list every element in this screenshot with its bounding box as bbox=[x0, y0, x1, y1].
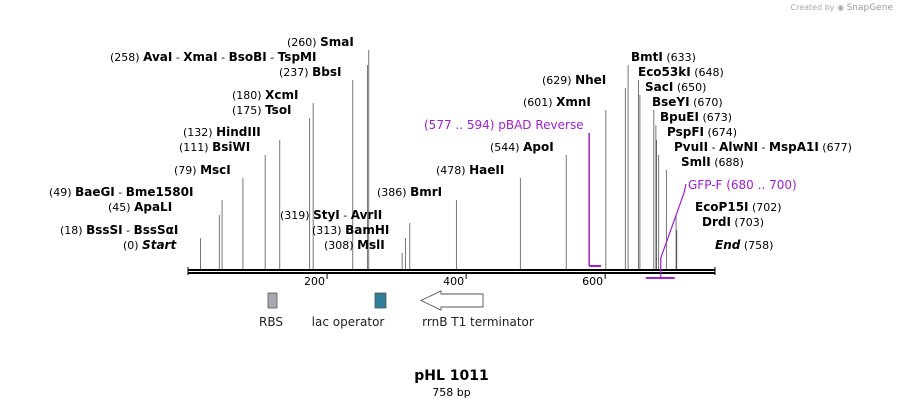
primer-label-pbad-reverse: (577 .. 594) pBAD Reverse bbox=[424, 118, 584, 132]
site-label-bseyi: BseYI (670) bbox=[652, 95, 723, 109]
feature-label-rbs: RBS bbox=[259, 315, 283, 329]
site-label-haeii: (478) HaeII bbox=[436, 163, 504, 177]
backbone bbox=[187, 267, 716, 275]
snapgene-credit: Created by ◉ SnapGene bbox=[791, 3, 894, 13]
feature-label-lac-operator: lac operator bbox=[312, 315, 385, 329]
site-label-hindiii: (132) HindIII bbox=[183, 125, 261, 139]
site-label-drdi: DrdI (703) bbox=[702, 215, 764, 229]
primers: (577 .. 594) pBAD Reverse GFP-F (680 .. 7… bbox=[424, 118, 797, 279]
site-label-bmti: BmtI (633) bbox=[631, 50, 696, 64]
site-label-avai: (258) AvaI - XmaI - BsoBI - TspMI bbox=[110, 50, 316, 64]
credit-brand: SnapGene bbox=[846, 3, 893, 13]
site-label-xcmi: (180) XcmI bbox=[232, 88, 298, 102]
plasmid-name: pHL 1011 bbox=[414, 368, 489, 384]
site-label-smli: SmlI (688) bbox=[681, 155, 744, 169]
feature-rbs bbox=[267, 292, 278, 309]
site-label-bpuei: BpuEI (673) bbox=[660, 110, 732, 124]
site-label-bsiwi: (111) BsiWI bbox=[179, 140, 250, 154]
feature-lac-operator bbox=[374, 292, 387, 309]
site-label-baegi: (49) BaeGI - Bme1580I bbox=[49, 185, 193, 199]
feature-rrnb-t1-terminator bbox=[419, 290, 484, 311]
site-label-bsssi: (18) BssSI - BssSαI bbox=[60, 223, 178, 237]
primer-line-gfp-f bbox=[660, 183, 687, 277]
site-label-start: (0) Start bbox=[123, 238, 177, 252]
site-lines bbox=[200, 50, 678, 269]
site-label-apoi: (544) ApoI bbox=[490, 140, 554, 154]
site-label-tsoi: (175) TsoI bbox=[232, 103, 292, 117]
site-labels: (258) AvaI - XmaI - BsoBI - TspMI(260) S… bbox=[49, 35, 852, 252]
site-label-eco53ki: Eco53kI (648) bbox=[638, 65, 724, 79]
site-label-bbsi: (237) BbsI bbox=[279, 65, 341, 79]
site-label-saci: SacI (650) bbox=[645, 80, 706, 94]
site-label-pvuii: PvuII - AlwNI - MspA1I (677) bbox=[674, 140, 852, 154]
site-label-bamhi: (313) BamHI bbox=[312, 223, 389, 237]
site-label-end: End (758) bbox=[715, 238, 773, 252]
site-label-msci: (79) MscI bbox=[174, 163, 231, 177]
ruler-ticks: 200 400 600 bbox=[304, 273, 606, 288]
site-label-pspfi: PspFI (674) bbox=[667, 125, 737, 139]
site-label-xmni: (601) XmnI bbox=[523, 95, 591, 109]
site-label-nhei: (629) NheI bbox=[542, 73, 606, 87]
ruler-tick-label-400: 400 bbox=[443, 275, 464, 288]
feature-label-rrnb-t1-terminator: rrnB T1 terminator bbox=[422, 315, 534, 329]
plasmid-length: 758 bp bbox=[432, 386, 471, 399]
primer-label-gfp-f: GFP-F (680 .. 700) bbox=[688, 178, 797, 192]
site-label-styi: (319) StyI - AvrII bbox=[280, 208, 382, 222]
site-label-msli: (308) MslI bbox=[324, 238, 385, 252]
site-label-apali: (45) ApaLI bbox=[108, 200, 172, 214]
snapgene-logo-icon: ◉ bbox=[837, 3, 845, 12]
ruler-tick-label-600: 600 bbox=[582, 275, 603, 288]
credit-text: Created by bbox=[790, 3, 835, 12]
site-label-ecop15i: EcoP15I (702) bbox=[695, 200, 782, 214]
site-label-bmri: (386) BmrI bbox=[377, 185, 442, 199]
ruler-tick-label-200: 200 bbox=[304, 275, 325, 288]
site-label-smai: (260) SmaI bbox=[287, 35, 354, 49]
features: RBS lac operator rrnB T1 terminator bbox=[259, 290, 534, 329]
